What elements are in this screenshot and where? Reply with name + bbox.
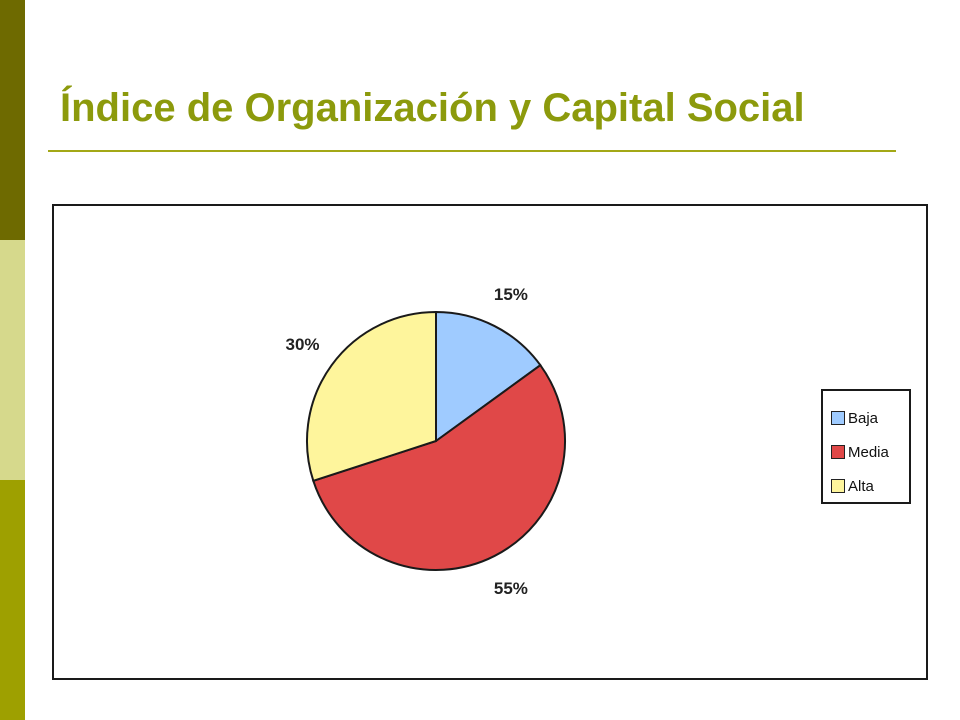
title-divider (48, 150, 896, 152)
side-accent-bottom (0, 480, 25, 720)
pie-slice-baja (435, 310, 542, 443)
legend-swatch (831, 479, 845, 493)
slice-label-media: 55% (494, 579, 528, 598)
legend-item-alta: Alta (831, 469, 909, 503)
pie-slice-media (312, 363, 566, 571)
slice-label-baja: 15% (494, 285, 528, 304)
side-accent-middle (0, 240, 25, 480)
legend-swatch (831, 411, 845, 425)
legend-item-media: Media (831, 435, 909, 469)
legend-label: Media (848, 443, 889, 461)
chart-legend: Baja Media Alta (821, 389, 911, 504)
legend-label: Alta (848, 477, 874, 495)
slice-label-alta: 30% (285, 335, 319, 354)
pie-slice-alta (306, 310, 437, 483)
slide-title: Índice de Organización y Capital Social (60, 86, 805, 130)
chart-frame: 15% 55% 30% Baja Media Alta (52, 204, 928, 680)
legend-item-baja: Baja (831, 401, 909, 435)
legend-label: Baja (848, 409, 879, 427)
side-accent-top (0, 0, 25, 240)
legend-swatch (831, 445, 845, 459)
pie-chart: 15% 55% 30% (285, 285, 566, 598)
